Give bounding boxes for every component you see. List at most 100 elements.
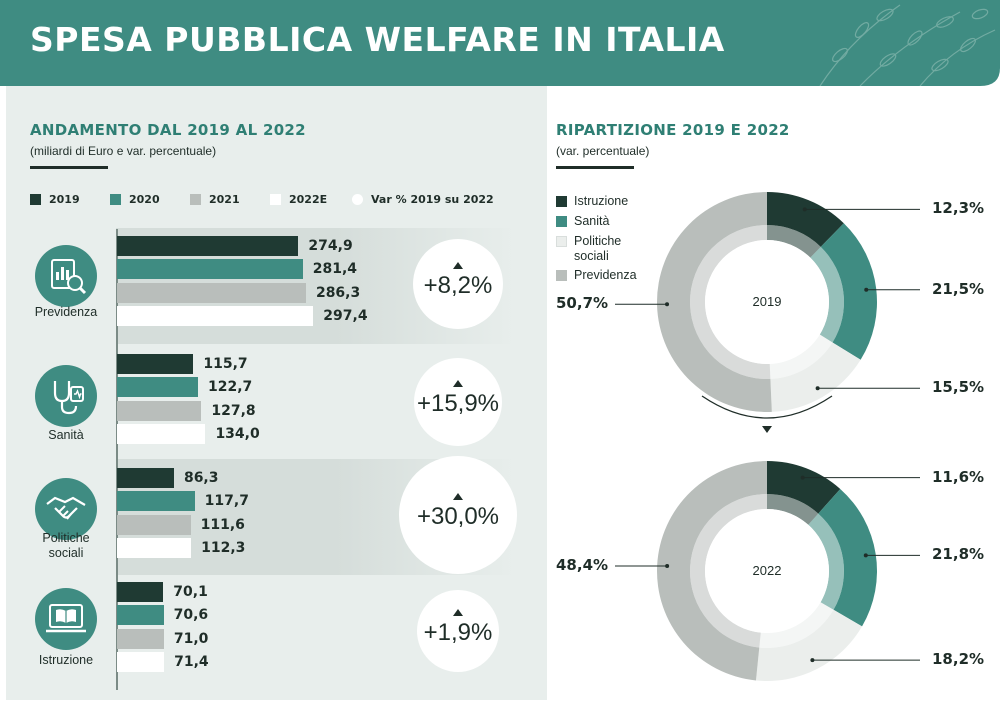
legend-item-2019: 2019 <box>30 193 80 206</box>
bar-value-label: 71,4 <box>174 653 209 670</box>
bar-axis-line <box>116 229 118 690</box>
variation-label: +1,9% <box>423 619 493 646</box>
bar-value-label: 122,7 <box>207 379 253 396</box>
donut-legend-item: Sanità <box>556 214 654 229</box>
bar-value-label: 127,8 <box>211 402 256 419</box>
donut-chart-subtitle: (var. percentuale) <box>556 144 650 158</box>
bar-previdenza-2019 <box>117 236 299 256</box>
bar-politiche-sociali-2021 <box>117 514 191 535</box>
legend-swatch <box>190 194 201 205</box>
bar-value-label: 274,9 <box>308 238 353 254</box>
up-arrow-icon <box>453 493 463 500</box>
bar-istruzione-2022e <box>117 651 165 672</box>
bar-istruzione-2020 <box>117 605 164 626</box>
leader-dot <box>863 553 868 558</box>
variation-label: +8,2% <box>423 272 493 299</box>
donut-label-2019-politiche-sociali: 15,5% <box>932 378 985 397</box>
bar-previdenza-2021 <box>117 282 306 303</box>
bar-sanit-2022e <box>117 423 206 444</box>
legend-label: Var % 2019 su 2022 <box>371 193 494 206</box>
category-label-sanit: Sanità <box>48 428 84 442</box>
leader-dot <box>815 386 820 391</box>
donut-label-2022-istruzione: 11,6% <box>932 467 985 486</box>
donut-slice-2022-istruzione <box>767 461 841 514</box>
legend-swatch <box>556 270 567 281</box>
variation-circle-sanit <box>414 358 502 446</box>
donut-slice-2022-sanit- <box>818 488 878 627</box>
bar-value-label: 111,6 <box>200 516 245 533</box>
variation-circle-politiche-sociali <box>399 456 517 574</box>
legend-label: 2022E <box>289 193 328 206</box>
book-laptop-icon <box>35 588 97 650</box>
donut-label-2019-istruzione: 12,3% <box>932 199 985 218</box>
bar-politiche-sociali-2022e <box>117 537 192 558</box>
legend-dot <box>352 194 363 205</box>
legend-swatch <box>30 194 41 205</box>
legend-label: 2021 <box>209 193 240 206</box>
bar-value-label: 117,7 <box>204 493 249 510</box>
bar-value-label: 286,3 <box>315 284 361 301</box>
legend-item-2020: 2020 <box>110 193 160 206</box>
legend-swatch <box>556 196 567 207</box>
donut-inner-ring-sanit- <box>808 513 844 610</box>
category-label-previdenza: Previdenza <box>34 305 98 319</box>
bar-istruzione-2019 <box>117 582 164 602</box>
legend-label: 2020 <box>129 193 160 206</box>
donut-chart-title: RIPARTIZIONE 2019 E 2022 <box>556 121 790 139</box>
donut-slice-2022-politiche-sociali <box>755 609 863 681</box>
bar-chart-subtitle: (miliardi di Euro e var. percentuale) <box>30 144 217 158</box>
donut-legend-item: Previdenza <box>556 268 654 283</box>
bar-previdenza-2022e <box>117 305 314 326</box>
bar-sanit-2019 <box>117 354 194 374</box>
stethoscope-icon <box>35 365 97 427</box>
handshake-icon <box>35 478 97 540</box>
legend-swatch <box>556 236 567 247</box>
variation-label: +15,9% <box>416 390 500 417</box>
legend-swatch <box>110 194 121 205</box>
donut-inner-ring-politiche-sociali <box>769 334 833 379</box>
donut-inner-ring-istruzione <box>767 494 819 525</box>
bar-value-label: 115,7 <box>203 356 248 372</box>
donut-inner-ring-politiche-sociali <box>759 602 834 648</box>
bar-chart-title-underline <box>30 166 108 169</box>
leader-dot <box>810 658 815 663</box>
leader-dot <box>864 287 869 292</box>
legend-label: 2019 <box>49 193 80 206</box>
donut-legend-item: Politiche sociali <box>556 234 654 264</box>
legend-swatch <box>556 216 567 227</box>
variation-circle-istruzione <box>417 590 499 672</box>
legend-item-2022e: 2022E <box>270 193 327 206</box>
category-label-istruzione: Istruzione <box>38 653 94 667</box>
donut-label-2022-politiche-sociali: 18,2% <box>932 650 985 669</box>
donut-inner-ring-istruzione <box>767 225 821 258</box>
bar-value-label: 134,0 <box>215 425 260 442</box>
bar-sanit-2021 <box>117 400 202 421</box>
legend-item-2021: 2021 <box>190 193 240 206</box>
up-arrow-icon <box>453 262 463 269</box>
legend-label: Previdenza <box>574 268 637 282</box>
bar-politiche-sociali-2020 <box>117 491 195 512</box>
header-background <box>0 0 1000 86</box>
donut-label-2019-sanit-: 21,5% <box>932 279 985 298</box>
bar-value-label: 70,1 <box>173 584 208 600</box>
up-arrow-icon <box>453 609 463 616</box>
legend-label: Politiche sociali <box>574 234 622 263</box>
category-label-politiche-sociali: Politiche sociali <box>42 531 90 560</box>
report-magnifier-icon <box>35 245 97 307</box>
donut-chart-title-underline <box>556 166 634 169</box>
up-arrow-icon <box>453 380 463 387</box>
bar-istruzione-2021 <box>117 628 164 649</box>
donut-slice-2019-sanit- <box>820 223 877 360</box>
donut-slice-2019-istruzione <box>767 192 844 247</box>
donut-center-label-2022: 2022 <box>752 563 782 578</box>
donut-label-2019-previdenza: 50,7% <box>556 294 609 313</box>
legend-swatch <box>270 194 281 205</box>
donut-legend-item: Istruzione <box>556 194 654 209</box>
donut-center-label-2019: 2019 <box>752 294 782 309</box>
bar-value-label: 281,4 <box>312 261 358 278</box>
bar-value-label: 297,4 <box>323 307 368 324</box>
leader-dot <box>802 207 807 212</box>
bar-value-label: 112,3 <box>201 539 246 556</box>
bar-value-label: 70,6 <box>173 607 209 624</box>
donut-label-2022-sanit-: 21,8% <box>932 545 985 564</box>
